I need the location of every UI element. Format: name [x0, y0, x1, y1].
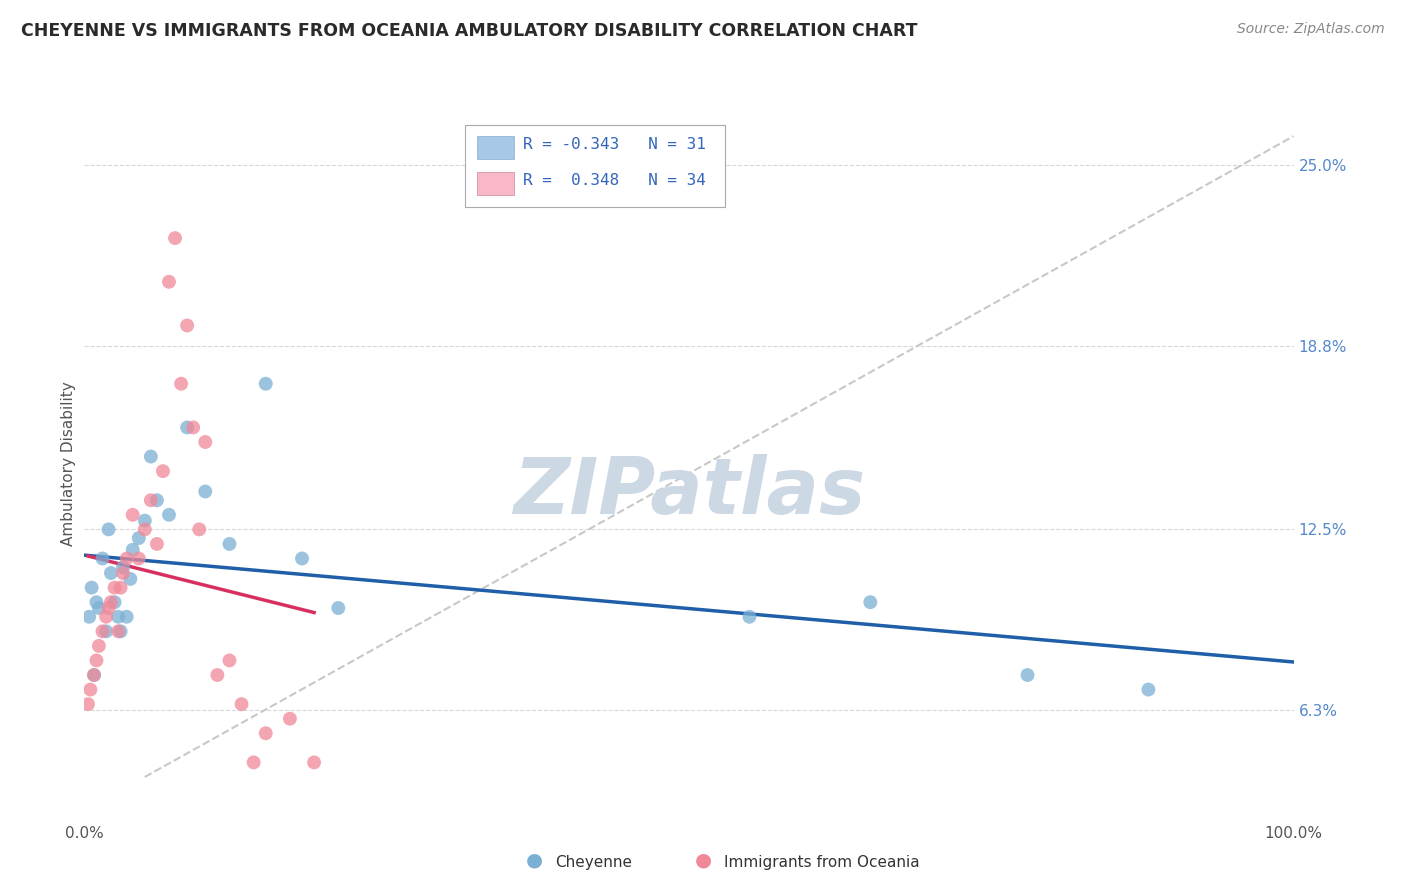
Point [181, 420, 204, 434]
Point [328, 601, 350, 615]
Point [83, 668, 105, 682]
Point [77, 697, 100, 711]
Point [77, 609, 100, 624]
Point [176, 420, 198, 434]
Point [120, 572, 142, 586]
Text: Cheyenne: Cheyenne [555, 855, 633, 870]
Point [291, 551, 314, 566]
Point [207, 668, 229, 682]
Point [107, 624, 129, 639]
Point [110, 581, 132, 595]
Point [115, 551, 138, 566]
Point [738, 609, 761, 624]
Text: R =  0.348   N = 34: R = 0.348 N = 34 [523, 173, 706, 188]
Point [139, 450, 162, 464]
Point [1017, 668, 1039, 682]
Point [104, 581, 127, 595]
Point [97, 601, 120, 615]
Point [218, 653, 240, 667]
Point [278, 712, 301, 726]
Point [254, 726, 277, 740]
Text: Source: ZipAtlas.com: Source: ZipAtlas.com [1237, 22, 1385, 37]
Point [176, 318, 198, 333]
Point [86, 653, 108, 667]
Point [94, 609, 117, 624]
Point [134, 514, 156, 528]
Y-axis label: Ambulatory Disability: Ambulatory Disability [60, 382, 76, 546]
Text: CHEYENNE VS IMMIGRANTS FROM OCEANIA AMBULATORY DISABILITY CORRELATION CHART: CHEYENNE VS IMMIGRANTS FROM OCEANIA AMBU… [21, 22, 918, 40]
FancyBboxPatch shape [478, 136, 513, 159]
Point [302, 756, 325, 770]
Point [139, 493, 162, 508]
Point [218, 537, 240, 551]
Point [859, 595, 882, 609]
Point [112, 560, 135, 574]
Point [152, 464, 174, 478]
Point [157, 508, 180, 522]
Point [165, 231, 187, 245]
Text: R = -0.343   N = 31: R = -0.343 N = 31 [523, 137, 706, 153]
Point [115, 609, 138, 624]
Point [87, 601, 110, 615]
Text: ●: ● [526, 851, 543, 870]
Point [107, 609, 129, 624]
Point [86, 595, 108, 609]
Point [1137, 682, 1160, 697]
Point [87, 639, 110, 653]
Point [79, 682, 101, 697]
Point [91, 624, 114, 639]
Point [128, 551, 150, 566]
FancyBboxPatch shape [478, 172, 513, 194]
Point [146, 537, 169, 551]
Point [121, 542, 143, 557]
Point [100, 566, 122, 580]
Point [128, 531, 150, 545]
FancyBboxPatch shape [465, 125, 725, 207]
Point [94, 624, 117, 639]
Point [231, 697, 253, 711]
Point [112, 566, 135, 580]
Point [242, 756, 264, 770]
Point [146, 493, 169, 508]
Point [134, 522, 156, 536]
Point [91, 551, 114, 566]
Point [157, 275, 180, 289]
Text: Immigrants from Oceania: Immigrants from Oceania [724, 855, 920, 870]
Text: ZIPatlas: ZIPatlas [513, 454, 865, 531]
Point [194, 484, 217, 499]
Point [188, 522, 211, 536]
Point [104, 595, 127, 609]
Point [121, 508, 143, 522]
Point [83, 668, 105, 682]
Text: ●: ● [695, 851, 711, 870]
Point [254, 376, 277, 391]
Point [100, 595, 122, 609]
Point [170, 376, 193, 391]
Point [194, 435, 217, 450]
Point [110, 624, 132, 639]
Point [80, 581, 103, 595]
Point [97, 522, 120, 536]
